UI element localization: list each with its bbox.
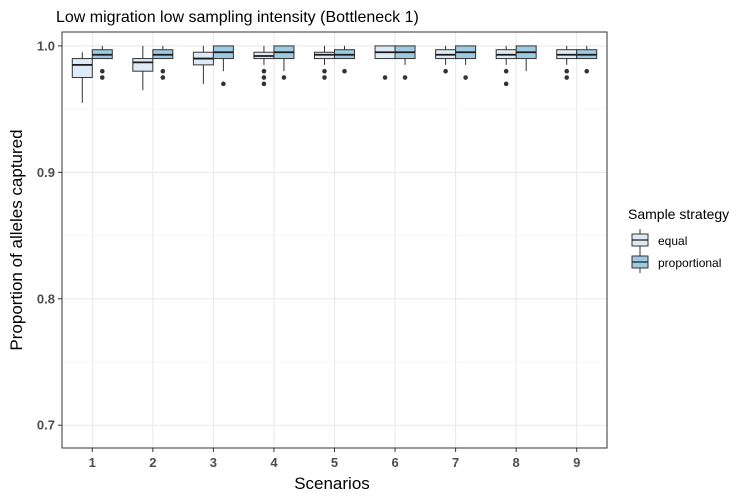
outlier-point [322, 68, 327, 74]
x-tick-label: 9 [573, 455, 580, 470]
legend-title: Sample strategy [628, 206, 729, 222]
outlier-point [261, 75, 267, 80]
box-proportional-9 [576, 45, 598, 74]
outlier-point [322, 75, 327, 80]
grid [62, 32, 607, 448]
box-equal-4 [253, 45, 275, 87]
x-tick-label: 6 [391, 455, 398, 470]
box-proportional-8 [515, 45, 537, 72]
y-axis-title: Proportion of alleles captured [7, 129, 26, 350]
outlier-point [160, 75, 166, 80]
outlier-point [463, 75, 468, 80]
box-equal-1 [71, 52, 93, 103]
outlier-point [564, 68, 570, 74]
outlier-point [584, 68, 590, 74]
legend: Sample strategy equal proportional [628, 206, 729, 273]
outlier-point [160, 68, 166, 74]
x-tick-label: 4 [270, 455, 278, 470]
outlier-point [342, 68, 347, 74]
outlier-point [281, 75, 287, 80]
x-tick-label: 3 [210, 455, 217, 470]
box-body [71, 58, 93, 79]
outlier-point [564, 75, 570, 80]
legend-item-proportional: proportional [631, 251, 721, 273]
box-equal-9 [556, 45, 578, 80]
y-tick-label: 0.9 [37, 165, 55, 180]
x-tick-label: 2 [149, 455, 156, 470]
x-tick-label: 1 [89, 455, 96, 470]
chart-title: Low migration low sampling intensity (Bo… [56, 9, 419, 26]
box-proportional-7 [455, 45, 477, 80]
box-proportional-2 [152, 45, 174, 80]
box-proportional-4 [273, 45, 295, 80]
outlier-point [503, 68, 509, 74]
box-equal-2 [132, 45, 154, 91]
x-axis: 1 2 3 4 5 6 7 8 9 [89, 448, 580, 470]
outlier-point [503, 81, 509, 87]
x-tick-label: 5 [331, 455, 338, 470]
boxes [71, 45, 598, 103]
y-tick-label: 1.0 [37, 38, 55, 53]
x-tick-label: 7 [452, 455, 459, 470]
outlier-point [99, 68, 105, 74]
legend-label: equal [658, 234, 687, 248]
y-tick-label: 0.7 [37, 418, 55, 433]
y-tick-label: 0.8 [37, 291, 55, 306]
outlier-point [261, 81, 267, 87]
outlier-point [99, 75, 105, 80]
box-equal-6 [374, 45, 396, 80]
box-equal-3 [192, 45, 214, 84]
box-proportional-6 [394, 45, 416, 80]
x-tick-label: 8 [513, 455, 520, 470]
x-axis-title: Scenarios [294, 474, 370, 493]
outlier-point [443, 68, 448, 74]
outlier-point [382, 75, 388, 80]
box-proportional-5 [334, 45, 355, 74]
outlier-point [221, 81, 226, 87]
box-equal-8 [495, 45, 517, 87]
box-body [132, 58, 154, 72]
box-proportional-1 [91, 45, 113, 80]
box-proportional-3 [212, 45, 234, 87]
legend-label: proportional [658, 256, 721, 270]
legend-item-equal: equal [631, 229, 687, 251]
y-axis: 0.7 0.8 0.9 1.0 [37, 38, 62, 433]
outlier-point [261, 68, 267, 74]
outlier-point [402, 75, 408, 80]
